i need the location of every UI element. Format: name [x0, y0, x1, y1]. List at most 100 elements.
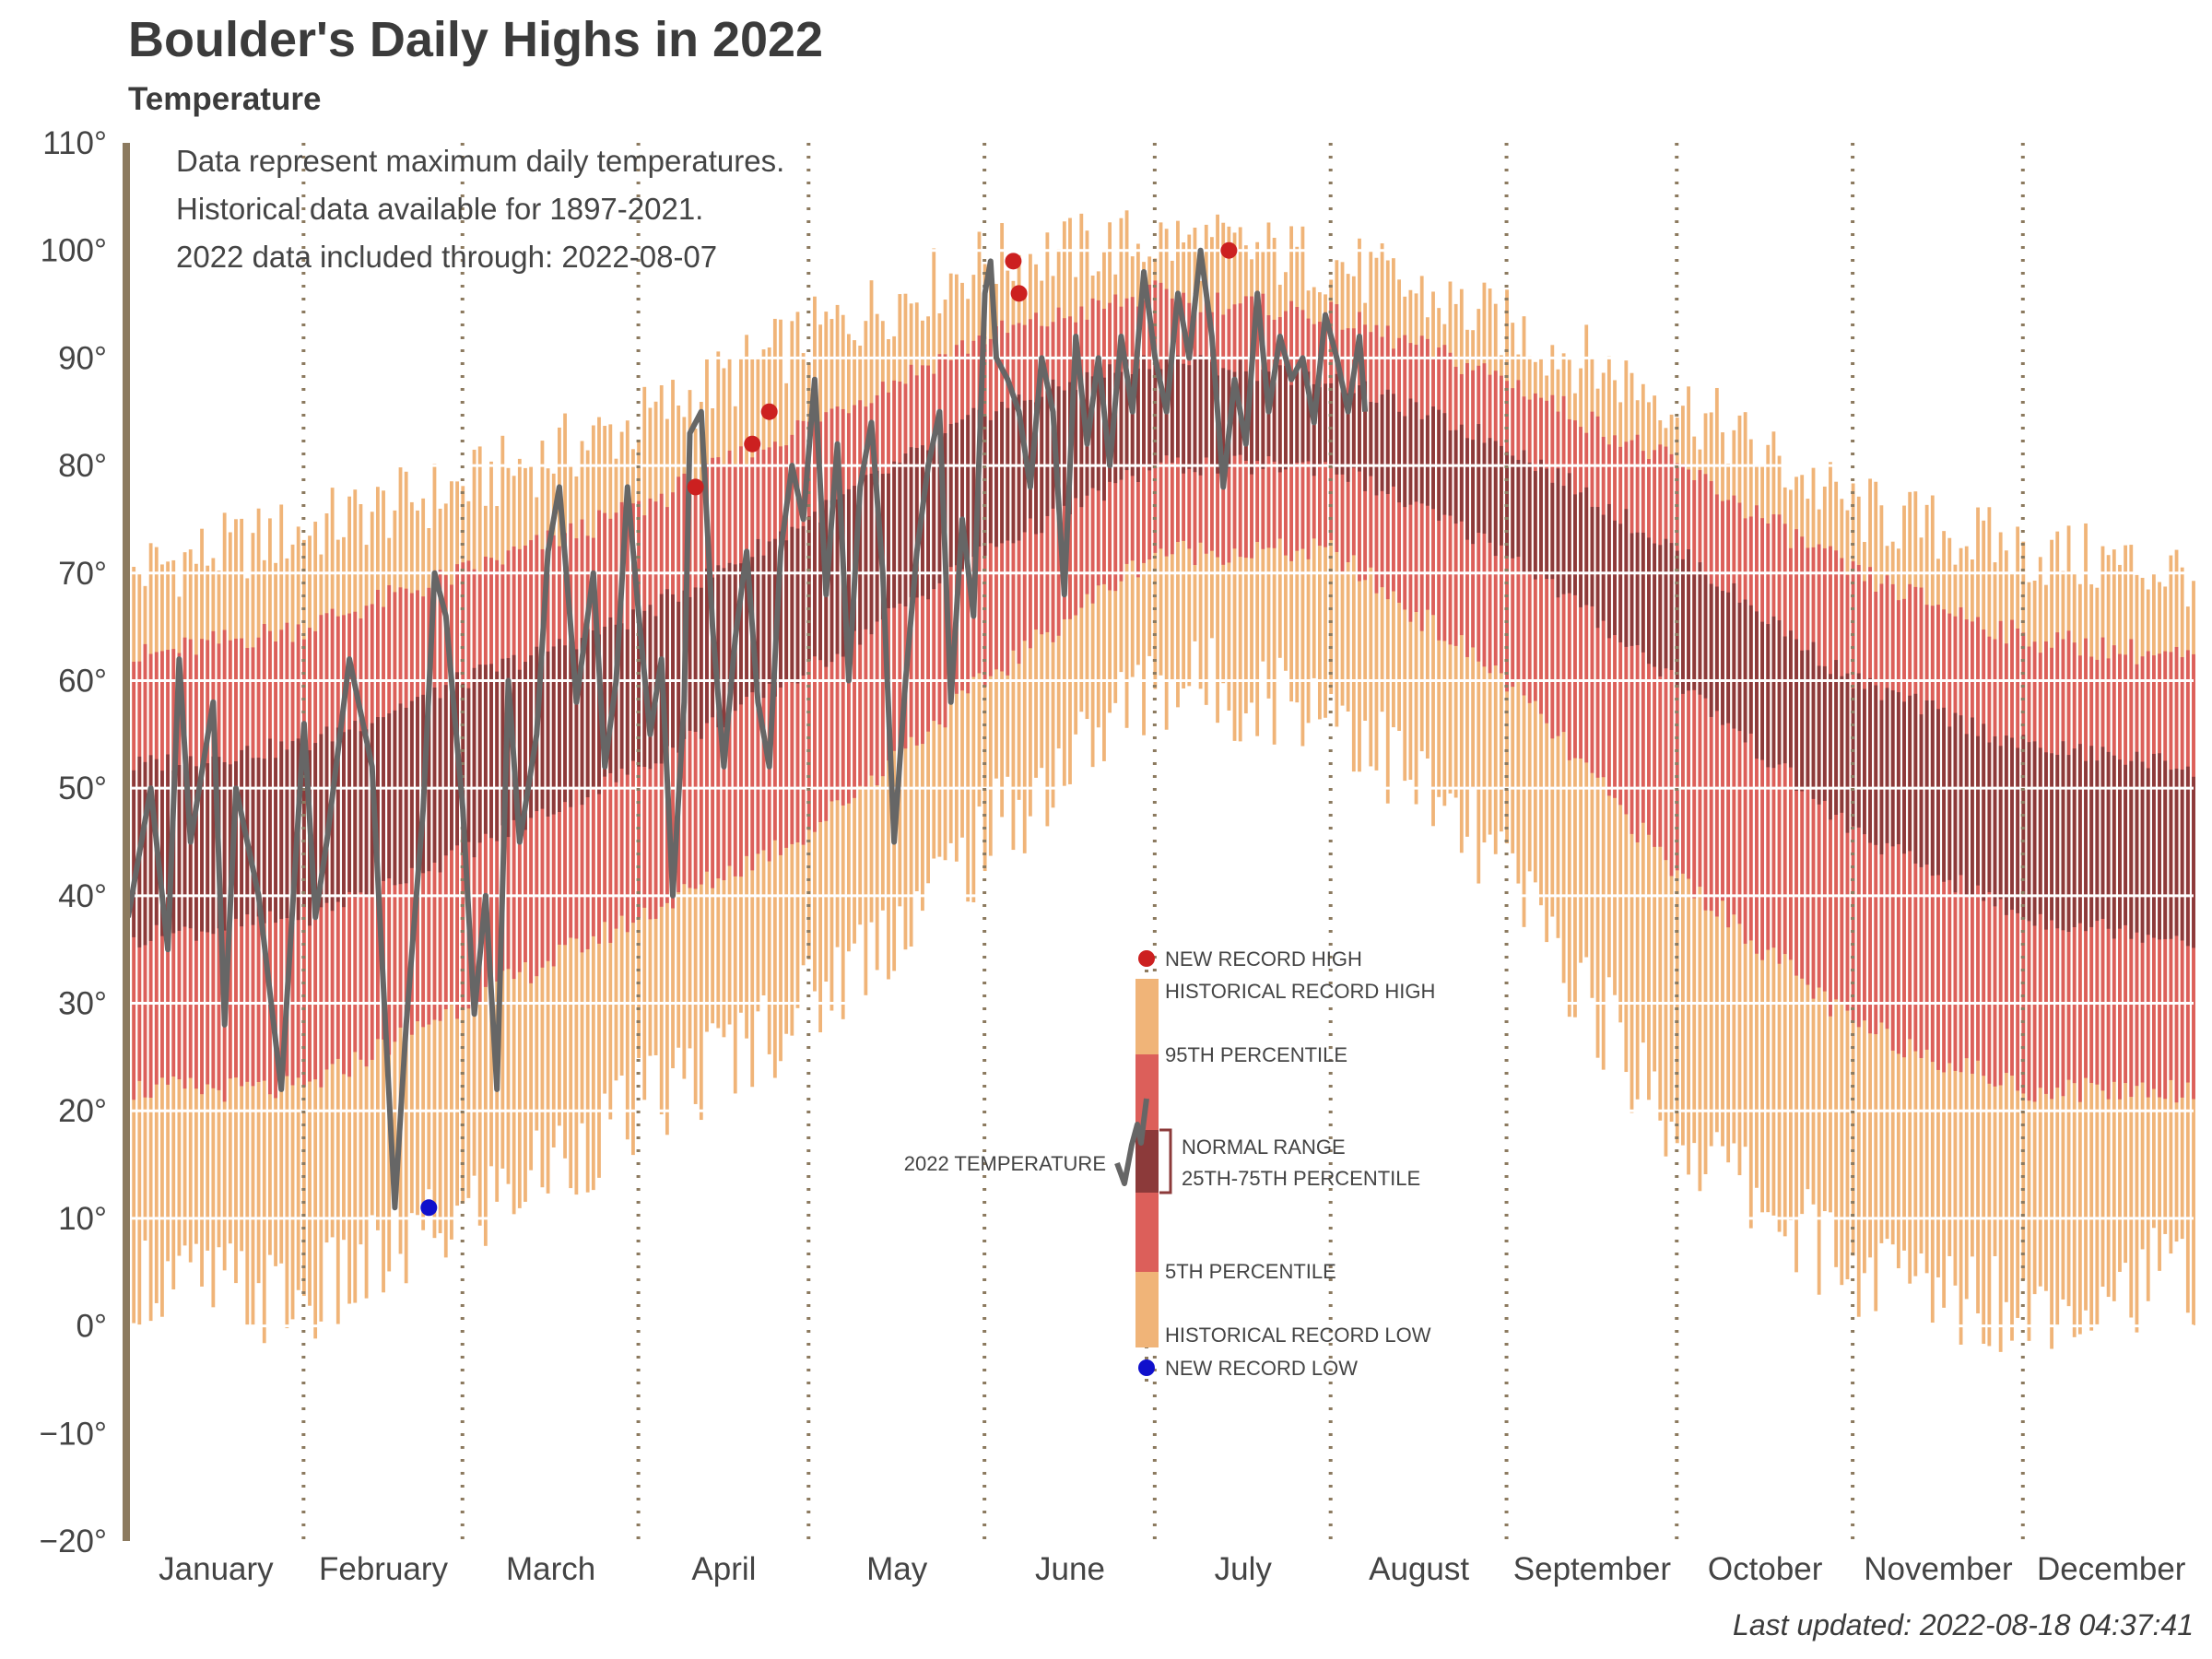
day-bar-normal [1987, 742, 1992, 893]
day-bar-normal [2174, 768, 2179, 936]
day-bar-normal [1442, 413, 1447, 515]
day-bar-normal [1982, 724, 1986, 901]
day-bar-normal [1993, 735, 1997, 907]
day-bar-normal [1829, 674, 1832, 820]
day-bar-normal [1340, 392, 1345, 475]
day-bar-normal [677, 601, 681, 753]
day-bar-normal [903, 453, 908, 606]
legend-normal-bracket [1159, 1128, 1172, 1194]
day-bar-normal [1806, 650, 1810, 788]
day-bar-normal [1397, 411, 1401, 503]
day-bar-normal [1692, 574, 1697, 690]
day-bar-normal [1119, 371, 1124, 480]
day-bar-normal [1414, 402, 1418, 502]
day-bar-normal [971, 407, 976, 558]
day-bar-normal [1380, 394, 1384, 491]
day-bar-normal [517, 669, 522, 823]
month-label: December [2037, 1551, 2186, 1587]
day-bar-normal [1709, 583, 1713, 717]
month-label: November [1864, 1551, 2013, 1587]
day-bar-normal [625, 629, 629, 775]
day-bar-normal [364, 729, 369, 897]
day-bar-normal [279, 741, 284, 920]
day-bar-normal [1170, 360, 1174, 464]
day-bar-normal [2089, 746, 2094, 927]
day-bar-normal [1284, 365, 1288, 470]
day-bar-normal [342, 732, 346, 908]
day-bar-normal [1561, 486, 1566, 594]
day-bar-normal [524, 662, 527, 830]
day-bar-normal [1584, 487, 1589, 606]
day-bar-normal [1351, 393, 1356, 468]
y-tick-label: 50° [58, 771, 107, 806]
y-tick-label: 70° [58, 556, 107, 592]
day-bar-normal [756, 538, 760, 694]
day-bar-normal [1964, 734, 1969, 896]
day-bar-normal [1034, 402, 1038, 535]
day-bar-normal [2027, 742, 2031, 922]
day-bar-normal [875, 470, 879, 622]
day-bar-normal [1641, 532, 1645, 653]
day-bar-normal [1017, 394, 1021, 541]
new-record-high-dot [1220, 241, 1238, 259]
day-bar-normal [1783, 636, 1787, 764]
day-bar-normal [1618, 524, 1623, 642]
day-bar-normal [1714, 586, 1719, 712]
day-bar-normal [1295, 367, 1300, 464]
day-bar-normal [2095, 760, 2100, 922]
day-bar-normal [716, 565, 721, 728]
day-bar-normal [1777, 620, 1782, 765]
y-tick-label: 80° [58, 448, 107, 484]
day-bar-normal [1630, 533, 1634, 646]
day-bar-normal [898, 463, 902, 604]
day-bar-normal [2129, 760, 2134, 939]
day-bar-normal [540, 642, 545, 809]
day-bar-normal [557, 639, 561, 812]
day-bar-normal [1277, 365, 1282, 473]
day-bar-normal [1959, 715, 1963, 876]
day-bar-normal [432, 687, 437, 863]
legend-new-record-low: NEW RECORD LOW [1165, 1357, 1358, 1380]
day-bar-normal [200, 767, 204, 932]
y-tick-label: 30° [58, 986, 107, 1022]
day-bar-normal [790, 526, 794, 683]
day-bar-normal [1300, 366, 1305, 463]
note-line-3: 2022 data included through: 2022-08-07 [176, 240, 717, 274]
y-axis: −20° −10° 0° 10° 20° 30° 40° 50° 60° 70° 80° 90° 100… [40, 125, 130, 1559]
day-bar-normal [359, 731, 363, 893]
day-bar-normal [1976, 735, 1980, 886]
day-bar-normal [966, 415, 971, 569]
day-bar-normal [438, 698, 442, 873]
legend-new-record-high: NEW RECORD HIGH [1165, 947, 1362, 971]
day-bar-normal [887, 473, 890, 608]
day-bar-normal [1635, 532, 1640, 645]
day-bar-normal [1210, 361, 1214, 466]
day-bar-normal [608, 617, 613, 773]
day-bar-normal [892, 461, 897, 608]
new-record-high-dot [1010, 285, 1028, 302]
day-bar-normal [1550, 482, 1555, 580]
day-bar-normal [2038, 747, 2042, 914]
day-bar-normal [1687, 549, 1690, 691]
new-record-high-dot [687, 478, 704, 496]
month-dividers [301, 143, 2025, 1541]
y-tick-label: 100° [41, 233, 107, 269]
day-bar-normal [319, 734, 324, 908]
day-bar-normal [1488, 438, 1492, 543]
day-bar-normal [2077, 744, 2082, 924]
day-bar-normal [948, 423, 953, 568]
day-bar-normal [1096, 378, 1100, 491]
day-bar-normal [982, 416, 987, 556]
day-bar-normal [1272, 382, 1277, 462]
day-bar-normal [1369, 402, 1373, 477]
day-bar-normal [1499, 445, 1503, 546]
day-bar-normal [745, 555, 748, 697]
day-bar-normal [1590, 506, 1594, 606]
day-bar-normal [1800, 650, 1805, 792]
day-bar-normal [1511, 455, 1515, 559]
month-label: September [1513, 1551, 1672, 1587]
day-bar-normal [1732, 582, 1736, 729]
legend-p5: 5TH PERCENTILE [1165, 1260, 1336, 1283]
x-axis: January February March April May June July Augu… [159, 1551, 2186, 1587]
day-bar-normal [143, 761, 147, 946]
